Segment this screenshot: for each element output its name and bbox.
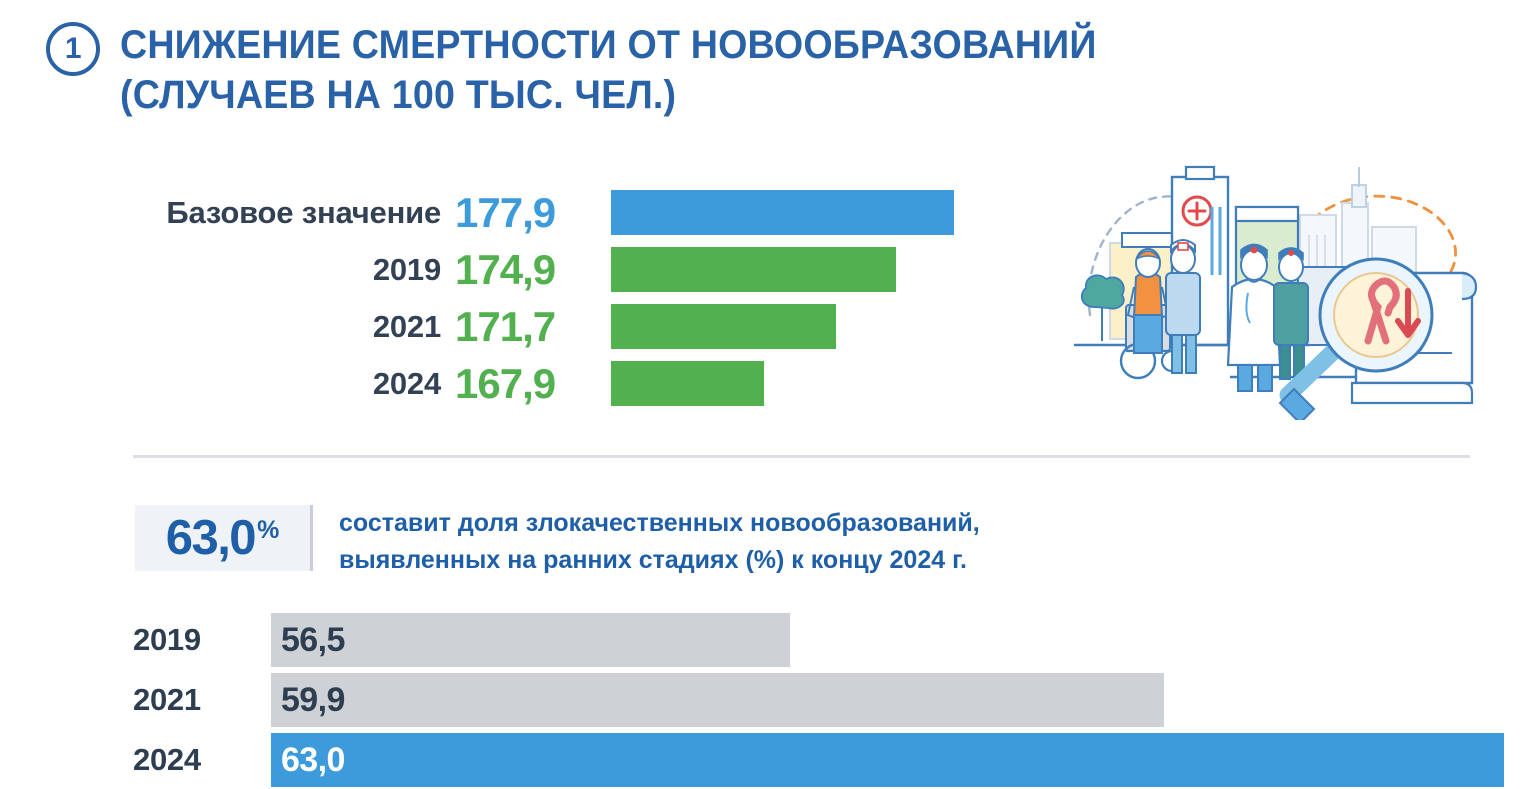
row-bar-track <box>611 361 1003 406</box>
row-bar-track: 59,9 <box>271 673 1513 727</box>
percentage-badge: 63,0 % <box>135 505 313 571</box>
row-bar <box>611 247 896 292</box>
callout-line-2: выявленных на ранних стадиях (%) к концу… <box>339 545 967 574</box>
percentage-value: 63,0 <box>165 510 257 565</box>
row-label: 2021 <box>133 682 201 717</box>
row-bar <box>611 361 764 406</box>
title-line-1: СНИЖЕНИЕ СМЕРТНОСТИ ОТ НОВООБРАЗОВАНИЙ <box>120 23 1097 67</box>
row-value: 174,9 <box>455 245 556 293</box>
step-number-label: 1 <box>64 32 82 65</box>
row-bar-track: 63,0 <box>271 733 1513 787</box>
chart-row: 2019 174,9 <box>133 247 1003 292</box>
row-bar-track <box>611 304 1003 349</box>
row-bar: 63,0 <box>271 733 1504 787</box>
section-divider <box>133 455 1470 458</box>
title-line-2: (СЛУЧАЕВ НА 100 ТЫС. ЧЕЛ.) <box>120 73 677 118</box>
percent-sign: % <box>257 515 280 544</box>
row-label: Базовое значение <box>166 194 441 230</box>
row-value: 59,9 <box>281 681 345 719</box>
row-bar-track <box>611 190 1003 235</box>
chart-row: 2024 167,9 <box>133 361 1003 406</box>
row-value: 177,9 <box>455 188 556 236</box>
early-detection-callout: 63,0 % составит доля злокачественных нов… <box>135 505 980 578</box>
row-bar-track <box>611 247 1003 292</box>
row-label: 2021 <box>372 308 441 344</box>
header: 1 СНИЖЕНИЕ СМЕРТНОСТИ ОТ НОВООБРАЗОВАНИЙ… <box>46 18 1226 121</box>
row-bar: 56,5 <box>271 613 790 667</box>
step-number-badge: 1 <box>46 22 100 76</box>
chart-row: 2021 59,9 <box>133 673 1513 727</box>
chart-row: Базовое значение 177,9 <box>133 190 1003 235</box>
row-value: 171,7 <box>455 302 556 350</box>
early-detection-bar-chart: 2019 56,5 2021 59,9 2024 63,0 <box>133 613 1513 787</box>
row-bar <box>611 190 954 235</box>
row-label: 2024 <box>372 365 441 401</box>
row-bar <box>611 304 836 349</box>
row-label: 2019 <box>133 622 201 657</box>
row-value: 167,9 <box>455 359 556 407</box>
row-value: 63,0 <box>281 741 345 779</box>
chart-row: 2024 63,0 <box>133 733 1513 787</box>
mortality-bar-chart: Базовое значение 177,9 2019 174,9 2021 1… <box>133 190 1003 406</box>
callout-line-1: составит доля злокачественных новообразо… <box>339 509 980 537</box>
row-bar-track: 56,5 <box>271 613 1513 667</box>
row-label: 2019 <box>372 251 441 287</box>
page-title: СНИЖЕНИЕ СМЕРТНОСТИ ОТ НОВООБРАЗОВАНИЙ (… <box>120 18 1159 121</box>
healthcare-oncology-illustration <box>1060 155 1505 425</box>
row-value: 56,5 <box>281 621 345 659</box>
chart-row: 2019 56,5 <box>133 613 1513 667</box>
callout-text: составит доля злокачественных новообразо… <box>313 505 980 578</box>
chart-row: 2021 171,7 <box>133 304 1003 349</box>
row-bar: 59,9 <box>271 673 1164 727</box>
row-label: 2024 <box>133 742 201 777</box>
